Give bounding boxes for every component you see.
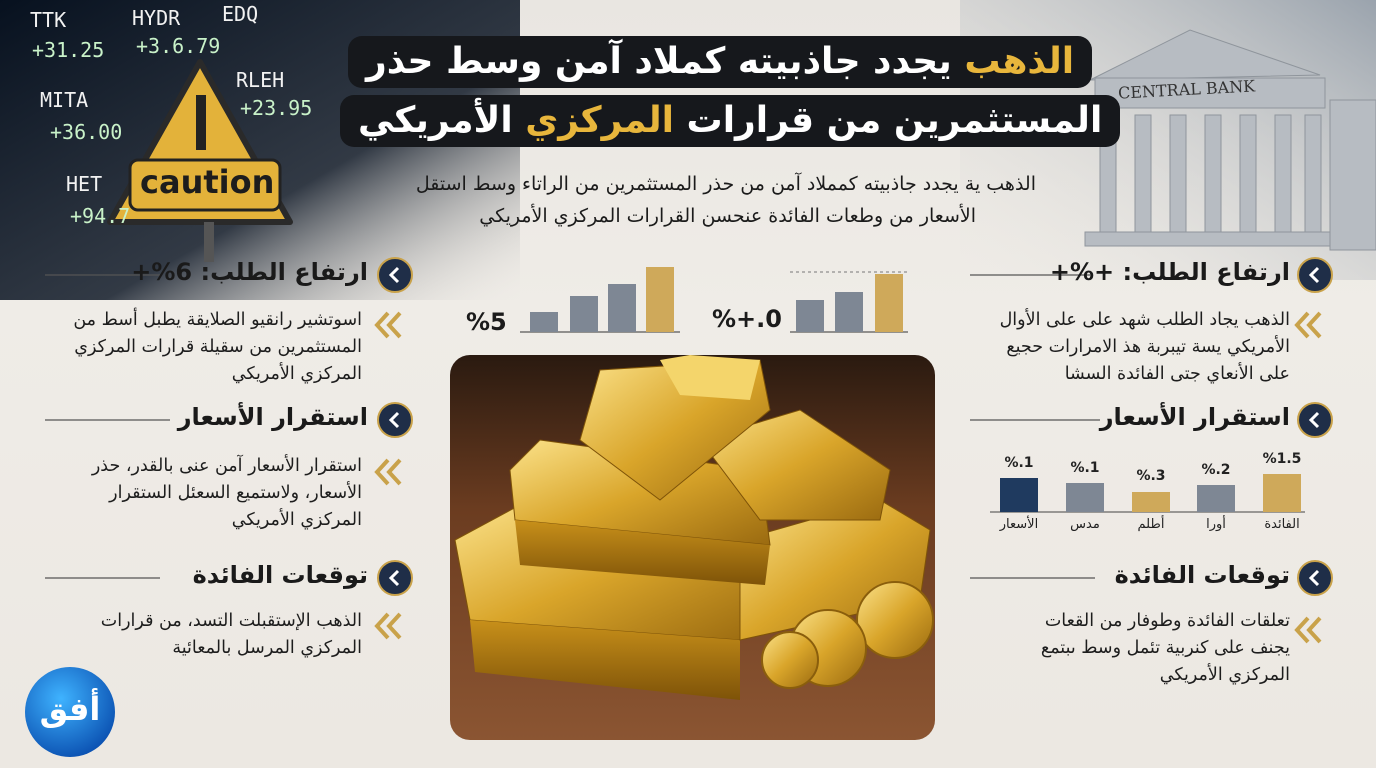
mini-chart-label: %+.0 <box>712 305 782 333</box>
section-body-line: اسوتشير رانقيو الصلايقة يطبل أسط من <box>73 310 362 330</box>
divider-lines <box>45 274 1100 579</box>
caution-label: caution <box>140 163 275 201</box>
mid-chart <box>990 474 1305 513</box>
section-heading: توقعات الفائدة <box>1114 561 1290 589</box>
chevrons <box>388 266 1320 587</box>
gold-bars <box>454 355 934 700</box>
bank-building <box>1084 29 1376 251</box>
section-body-line: الأمريكي يسة تيبربة هذ الامرارات حجيع <box>1006 337 1290 357</box>
section-heading: توقعات الفائدة <box>192 561 368 589</box>
ticker-value: +23.95 <box>240 96 313 120</box>
section-markers <box>377 257 1333 596</box>
chart-value-label: %.2 <box>1201 462 1231 478</box>
chart-category-label: مدس <box>1070 517 1100 532</box>
section-heading: ارتفاع الطلب: +%+ <box>1049 258 1290 286</box>
ticker-symbol: MITA <box>40 88 89 112</box>
title-highlight: الذهب <box>964 41 1075 82</box>
section-body-line: الذهب الإستقبلت التسد، من قرارات <box>100 611 362 631</box>
section-body-line: استقرار الأسعار آمن عنى بالقدر، حذر <box>91 456 362 476</box>
title-highlight: المركزي <box>525 100 674 141</box>
logo-text: أفق <box>39 690 101 728</box>
chart-category-label: الأسعار <box>999 517 1039 532</box>
chart-value-label: %.1 <box>1070 460 1100 476</box>
subtitle-line: الأسعار من وطعات الفائدة عنحسن القرارات … <box>479 205 976 227</box>
section-body-line: المركزي الأمريكي <box>231 364 362 384</box>
ticker-symbol: RLEH <box>236 68 285 92</box>
chart-category-label: أورا <box>1206 517 1226 532</box>
ticker-symbol: HET <box>66 172 103 196</box>
chart-value-label: %.3 <box>1136 468 1166 484</box>
chart-category-label: الفائدة <box>1264 517 1300 532</box>
mini-chart-left <box>520 267 680 333</box>
section-body-line: المركزي الأمريكي <box>231 510 362 530</box>
section-heading: ارتفاع الطلب: 6%+ <box>131 258 368 286</box>
ticker-value: +31.25 <box>32 38 105 62</box>
title-line: المستثمرين من قرارات المركزي الأمريكي <box>340 95 1121 147</box>
section-body-line: المركزي المرسل بالمعائية <box>172 638 362 658</box>
title-text: الأمريكي <box>358 100 513 141</box>
section-body-line: المركزي الأمريكي <box>1159 665 1290 685</box>
title-text: يجدد جاذبيته كملاد آمن وسط حذر <box>366 41 952 82</box>
section-body-line: المستثمرين من سقيلة قرارات المركزي <box>74 337 362 357</box>
title-text: المستثمرين من قرارات <box>686 100 1103 141</box>
ticker-value: +3.6.79 <box>136 34 221 58</box>
mini-chart-right <box>790 271 908 333</box>
mini-chart-label: %5 <box>466 308 507 336</box>
logo-badge <box>25 667 115 757</box>
chart-value-label: %.1 <box>1004 455 1034 471</box>
ticker-symbol: TTK <box>30 8 67 32</box>
caution-sign <box>107 59 293 262</box>
section-heading: استقرار الأسعار <box>177 403 368 431</box>
body-arrows <box>374 311 1322 644</box>
ticker-value: +36.00 <box>50 120 123 144</box>
ticker-symbol: HYDR <box>132 6 181 30</box>
ticker-value: +94.7 <box>70 204 131 228</box>
ticker-symbol: EDQ <box>222 2 259 26</box>
subtitle-line: الذهب ية يجدد جاذبيته كمملاد آمن من حذر … <box>415 173 1036 195</box>
section-body-line: على الأنعاي جتى الفائدة السشا <box>1064 364 1290 384</box>
chart-value-label: %1.5 <box>1262 451 1302 467</box>
section-heading: استقرار الأسعار <box>1099 403 1290 431</box>
section-body-line: يجنف على كنربية تئمل وسط ىبتمع <box>1040 638 1290 658</box>
title-line: الذهب يجدد جاذبيته كملاد آمن وسط حذر <box>348 36 1093 88</box>
section-body-line: الذهب يجاد الطلب شهد على على الأوال <box>999 310 1290 330</box>
section-body-line: تعلقات الفائدة وطوفار من القعات <box>1044 611 1290 631</box>
section-body-line: الأسعار، ولاستميع السعئل الستقرار <box>109 483 362 503</box>
chart-category-label: أطلم <box>1137 517 1165 532</box>
